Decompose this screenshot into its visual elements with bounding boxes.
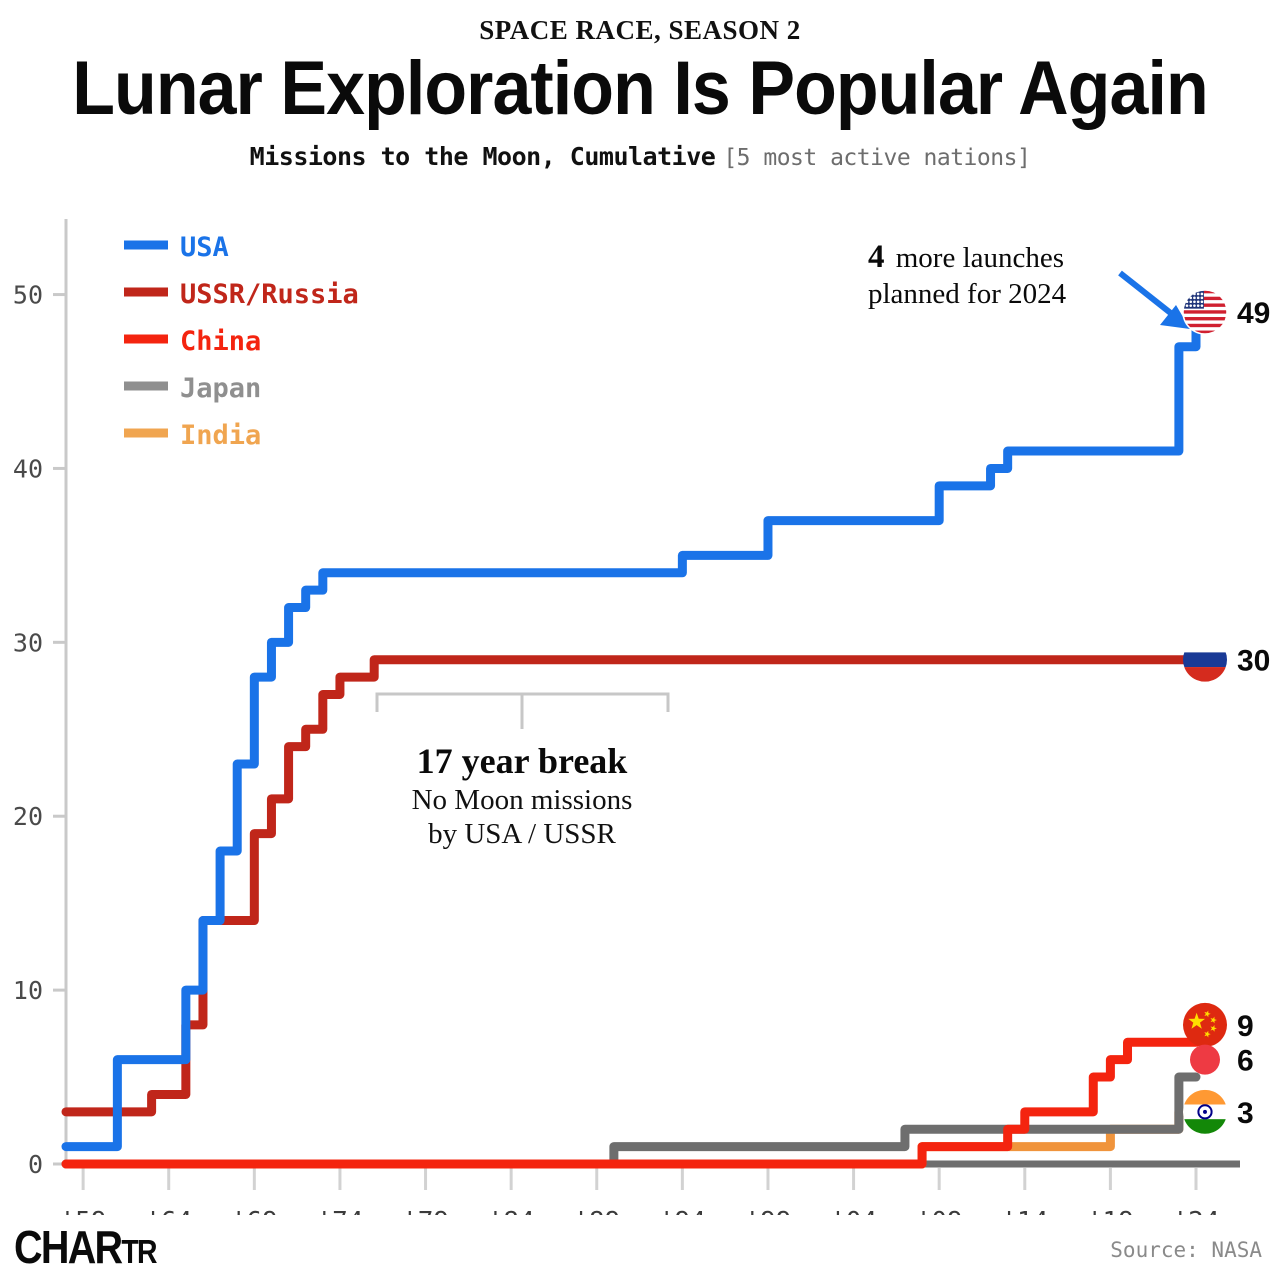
legend-item-usa[interactable]: USA [124,232,229,263]
y-tick-label: 0 [28,1150,43,1179]
end-value-ussr-russia: 30 [1237,645,1270,678]
source-note: Source: NASA [1110,1238,1262,1262]
legend-item-japan[interactable]: Japan [124,373,261,404]
end-value-china: 9 [1237,1010,1254,1043]
end-value-india: 3 [1237,1097,1254,1130]
y-tick-label: 40 [13,454,43,483]
subtitle-note: [5 most active nations] [723,145,1031,172]
logo-c: C [14,1221,43,1273]
x-tick-label: '24 [1173,1207,1220,1215]
footer: CHARTR Source: NASA [0,1208,1280,1280]
chartr-logo: CHARTR [14,1220,158,1274]
legend-item-india[interactable]: India [124,420,261,451]
x-tick-label: '84 [488,1207,535,1215]
end-markers: 49 30 96 3 [1182,289,1270,1134]
x-tick-label: '14 [1001,1207,1048,1215]
x-tick-label: '99 [744,1207,791,1215]
us-flag-icon [1182,289,1228,335]
legend-label: USSR/Russia [180,279,359,310]
x-axis: '59 '64 '69 '74 '79 '84 '89 '94 '99 '04 '09 '14 '19 '… [60,1168,1220,1215]
launches-text: more launches [889,242,1065,274]
x-tick-label: '04 [830,1207,877,1215]
series-line-usa [61,307,1201,1152]
legend-label: China [180,326,261,357]
arrow-icon [1118,270,1190,329]
logo-har: HAR [40,1221,123,1273]
legend-item-ussr-russia[interactable]: USSR/Russia [124,279,359,310]
x-tick-label: '09 [916,1207,963,1215]
japan-flag-icon [1190,1044,1220,1075]
legend-label: USA [180,232,229,263]
legend-label: India [180,420,261,451]
series-line-ussr-russia [61,655,1201,1117]
logo-tr: TR [121,1233,157,1270]
x-tick-label: '64 [145,1207,192,1215]
end-value-japan: 6 [1237,1045,1254,1078]
y-tick-label: 10 [13,976,43,1005]
legend-label: Japan [180,373,261,404]
end-value-usa: 49 [1237,297,1270,330]
series-lines [61,307,1201,1169]
x-tick-label: '59 [60,1207,107,1215]
china-flag-icon [1183,1002,1227,1047]
x-tick-label: '69 [231,1207,278,1215]
x-tick-label: '89 [573,1207,620,1215]
chart-legend: USA USSR/Russia China Japan India [124,232,359,451]
india-flag-icon [1183,1089,1227,1134]
y-tick-label: 30 [13,628,43,657]
x-tick-label: '94 [659,1207,706,1215]
launches-annotation-line1: 4 more launches [868,239,1064,275]
subtitle-main: Missions to the Moon, Cumulative [249,142,716,172]
launches-annotation-line2: planned for 2024 [868,278,1067,310]
break-bracket [375,692,670,729]
subtitle: Missions to the Moon, Cumulative [5 most … [0,142,1280,171]
page-title: Lunar Exploration Is Popular Again [72,45,1208,131]
x-tick-label: '19 [1087,1207,1134,1215]
y-tick-label: 20 [13,802,43,831]
x-tick-label: '79 [402,1207,449,1215]
legend-item-china[interactable]: China [124,326,261,357]
russia-flag-icon [1183,637,1227,682]
x-tick-label: '74 [316,1207,363,1215]
y-tick-label: 50 [13,281,43,310]
break-subtitle-line2: by USA / USSR [428,818,616,850]
y-axis: 0 10 20 30 40 50 [13,219,68,1179]
break-subtitle-line1: No Moon missions [412,784,633,816]
break-title: 17 year break [417,741,628,781]
launches-number: 4 [868,239,885,275]
kicker: SPACE RACE, SEASON 2 [479,15,801,45]
series-line-china [61,1020,1201,1169]
